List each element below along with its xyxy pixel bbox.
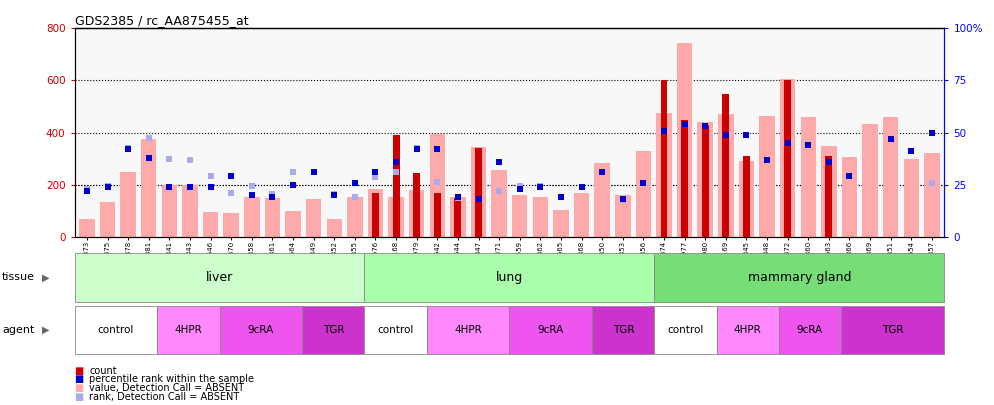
Text: 4HPR: 4HPR [454, 325, 482, 335]
Bar [182, 185, 198, 237]
Text: 9cRA: 9cRA [248, 325, 274, 335]
Bar [471, 147, 486, 237]
Text: 9cRA: 9cRA [538, 325, 564, 335]
Text: ■: ■ [75, 384, 83, 393]
Text: ■: ■ [75, 375, 83, 384]
Text: 9cRA: 9cRA [796, 325, 823, 335]
Bar [80, 219, 94, 237]
Bar [718, 114, 734, 237]
Bar [347, 196, 363, 237]
Text: tissue: tissue [2, 273, 35, 282]
Bar [414, 173, 420, 237]
Text: GDS2385 / rc_AA875455_at: GDS2385 / rc_AA875455_at [75, 14, 248, 27]
Bar [372, 193, 379, 237]
Bar [635, 151, 651, 237]
Text: TGR: TGR [612, 325, 634, 335]
Bar [743, 156, 749, 237]
Bar [533, 196, 548, 237]
Bar [698, 122, 713, 237]
Text: count: count [89, 366, 117, 375]
Bar [821, 146, 837, 237]
Text: rank, Detection Call = ABSENT: rank, Detection Call = ABSENT [89, 392, 240, 402]
Bar [512, 195, 528, 237]
Bar [656, 113, 672, 237]
Bar [800, 117, 816, 237]
Text: 4HPR: 4HPR [734, 325, 761, 335]
Bar [389, 196, 404, 237]
Bar [120, 172, 136, 237]
Bar [615, 195, 630, 237]
Bar [162, 185, 177, 237]
Bar [759, 116, 774, 237]
Text: TGR: TGR [882, 325, 904, 335]
Bar [702, 125, 709, 237]
Text: TGR: TGR [323, 325, 344, 335]
Bar [825, 156, 832, 237]
Text: 4HPR: 4HPR [175, 325, 203, 335]
Bar [554, 209, 569, 237]
Bar [681, 119, 688, 237]
Bar [224, 213, 239, 237]
Bar [677, 43, 693, 237]
Bar [264, 198, 280, 237]
Bar [203, 212, 219, 237]
Text: ■: ■ [75, 366, 83, 375]
Text: ▶: ▶ [42, 325, 50, 335]
Bar [429, 134, 445, 237]
Text: control: control [667, 325, 704, 335]
Text: value, Detection Call = ABSENT: value, Detection Call = ABSENT [89, 384, 245, 393]
Text: percentile rank within the sample: percentile rank within the sample [89, 375, 254, 384]
Bar [594, 163, 610, 237]
Bar [842, 158, 857, 237]
Bar [904, 159, 919, 237]
Bar [433, 193, 440, 237]
Bar [368, 189, 384, 237]
Text: control: control [97, 325, 134, 335]
Bar [450, 196, 465, 237]
Bar [739, 161, 754, 237]
Bar [141, 139, 156, 237]
Bar [475, 148, 482, 237]
Bar [393, 135, 400, 237]
Bar [661, 81, 668, 237]
Bar [409, 190, 424, 237]
Text: ■: ■ [75, 392, 83, 402]
Bar [883, 117, 899, 237]
Bar [326, 219, 342, 237]
Bar [723, 94, 730, 237]
Bar [863, 124, 878, 237]
Text: mammary gland: mammary gland [747, 271, 851, 284]
Bar [245, 196, 259, 237]
Bar [924, 153, 939, 237]
Bar [784, 81, 791, 237]
Bar [285, 211, 301, 237]
Bar [306, 199, 321, 237]
Bar [574, 193, 589, 237]
Text: ▶: ▶ [42, 273, 50, 282]
Text: liver: liver [206, 271, 234, 284]
Text: control: control [378, 325, 414, 335]
Bar [454, 198, 461, 237]
Bar [99, 202, 115, 237]
Bar [491, 171, 507, 237]
Bar [780, 79, 795, 237]
Text: agent: agent [2, 325, 35, 335]
Text: lung: lung [496, 271, 523, 284]
